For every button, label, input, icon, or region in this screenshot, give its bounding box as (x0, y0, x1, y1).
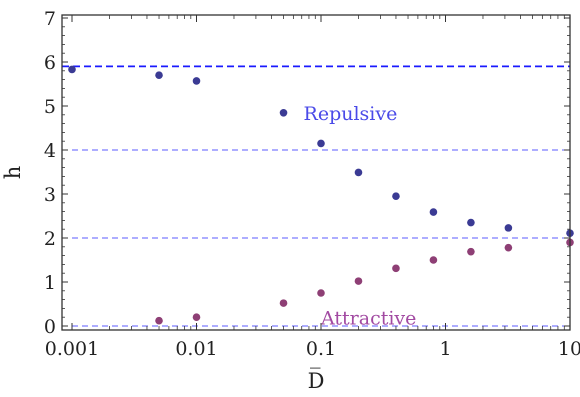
y-tick-label-0: 0 (44, 316, 56, 338)
series-1-point-0 (155, 316, 163, 325)
series-0-point-4 (354, 168, 363, 177)
y-axis-label: h̅ (0, 166, 25, 182)
series-0-point-6 (429, 208, 438, 216)
x-tick-label-3: 1 (439, 338, 451, 360)
series-1-point-7 (467, 247, 475, 256)
y-tick-label-3: 3 (44, 184, 56, 206)
legend-label-0: Repulsive (304, 103, 398, 125)
plot-frame (61, 14, 571, 331)
data-points (68, 65, 574, 325)
series-0-point-3 (317, 139, 325, 148)
axis-ticks (62, 15, 571, 330)
x-tick-label-1: 0.01 (175, 338, 217, 360)
series-1-point-8 (504, 243, 513, 252)
y-tick-label-4: 4 (44, 140, 56, 162)
y-tick-label-1: 1 (44, 272, 56, 294)
series-0-point-7 (467, 218, 475, 227)
series-0-point-0 (68, 65, 76, 74)
series-0-point-2 (192, 77, 201, 85)
series-0-point-1 (155, 71, 163, 79)
x-axis-label: D̅ (308, 368, 325, 393)
series-1-point-6 (429, 256, 438, 264)
legend-label-1: Attractive (320, 307, 416, 329)
series-1-point-4 (354, 277, 363, 285)
x-tick-label-4: 10 (558, 338, 580, 360)
series-0-point-5 (392, 192, 400, 200)
legend: Repulsive Attractive (279, 103, 416, 329)
y-tick-label-7: 7 (44, 8, 56, 30)
series-1-point-2 (279, 299, 288, 307)
y-tick-label-6: 6 (44, 52, 56, 74)
y-tick-label-2: 2 (44, 228, 56, 250)
series-0-point-8 (504, 224, 513, 232)
x-tick-label-0: 0.001 (45, 338, 99, 360)
series-1-point-5 (392, 264, 400, 273)
y-tick-label-5: 5 (44, 96, 56, 118)
tick-labels: 0 1 2 3 4 5 6 7 0.001 0.01 0.1 1 10 (44, 8, 580, 360)
legend-marker-0 (279, 109, 288, 117)
axis-titles: D̅ h̅ (0, 166, 324, 393)
series-1-point-3 (317, 289, 325, 297)
reference-lines (62, 65, 570, 327)
x-tick-label-2: 0.1 (306, 338, 336, 360)
series-1-point-1 (192, 313, 201, 322)
